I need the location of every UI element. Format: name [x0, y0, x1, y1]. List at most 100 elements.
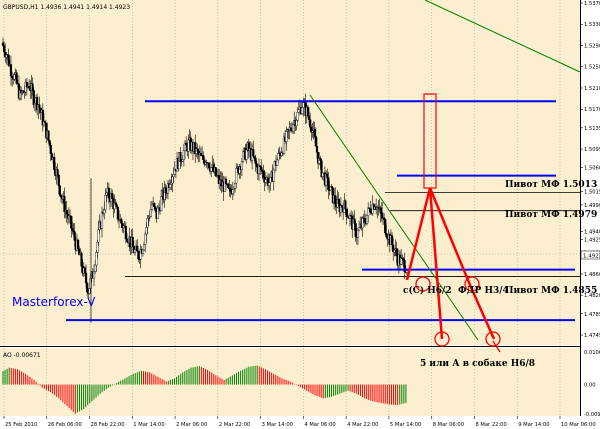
candle-body [76, 239, 80, 249]
price-tick-label: 1.5250 [584, 65, 600, 71]
candle-body [83, 267, 87, 274]
target-label: 5 или А в собаке H6/8 [420, 358, 535, 369]
pivot-label-2: Пивот МФ 1.4979 [505, 210, 597, 220]
time-tick-label: 9 Mar 14:00 [518, 422, 549, 428]
candle-body [353, 218, 356, 224]
candle-body [43, 121, 47, 124]
candle-body [9, 64, 13, 77]
time-tick-label: 4 Mar 22:00 [347, 422, 378, 428]
candle-body [86, 282, 89, 293]
candle-body [365, 215, 369, 224]
candle-body [32, 90, 35, 105]
target-circle-4 [485, 331, 501, 347]
time-axis: 25 Feb 2010 26 Feb 06:00 28 Feb 22:00 1 Mar… [3, 416, 596, 428]
candle-body [185, 142, 188, 146]
candle-body [3, 45, 6, 53]
candle-body [311, 130, 314, 133]
target-circle-2 [464, 276, 480, 292]
candle-body [231, 189, 234, 194]
candle-body [71, 228, 74, 231]
candle-body [13, 74, 16, 80]
price-tick-label: 1.4860 [584, 272, 600, 278]
candle-body [38, 104, 41, 109]
time-tick-label: 3 Mar 14:00 [262, 422, 293, 428]
candle-body [49, 145, 52, 154]
candle-body [142, 244, 146, 251]
pivot-label-3: Пивот МФ 1.4855 [505, 286, 597, 296]
price-tick-label: 1.5015 [584, 190, 600, 196]
time-tick-label: 4 Mar 06:00 [304, 422, 335, 428]
time-tick-label: 25 Feb 2010 [5, 422, 37, 428]
ao-tick-label: 0.00 [584, 383, 596, 389]
candle-body [337, 199, 340, 205]
candle-body [36, 97, 39, 110]
time-tick-label: 28 Feb 22:00 [91, 422, 125, 428]
wave-label-c: c(C) H6/2 [403, 285, 452, 296]
time-tick-label: 2 Mar 06:00 [176, 422, 207, 428]
candle-body [289, 127, 292, 131]
candle-body [319, 158, 322, 161]
price-tick-label: 1.4940 [584, 229, 600, 235]
candle-body [164, 187, 167, 194]
candle-body [107, 187, 110, 199]
candle-body [95, 252, 98, 266]
candle-body [268, 182, 271, 187]
candle-body [47, 130, 50, 141]
time-tick-label: 8 Mar 06:00 [433, 422, 464, 428]
candle-body [229, 188, 232, 192]
horizontal-levels [66, 100, 580, 322]
candle-body [207, 162, 211, 168]
main-panel [0, 0, 580, 345]
candlestick-series [1, 37, 408, 323]
candle-body [245, 149, 248, 160]
candle-body [297, 109, 300, 113]
candle-body [309, 119, 312, 128]
candle-body [379, 207, 382, 214]
candle-body [180, 161, 183, 163]
candle-body [120, 218, 123, 224]
candle-body [70, 215, 73, 229]
candle-body [392, 244, 395, 253]
candle-body [28, 86, 31, 88]
symbol-label: GBPUSD,H1 1.4936 1.4941 1.4914 1.4923 [3, 4, 130, 11]
candle-body [330, 186, 333, 188]
indicator-label: AO -0.00671 [3, 352, 41, 359]
price-tick-label: 1.5170 [584, 107, 600, 113]
price-tick-label: 1.5135 [584, 126, 600, 132]
candle-body [390, 235, 394, 246]
candle-body [369, 208, 372, 213]
candle-body [269, 176, 272, 183]
candle-body [252, 149, 255, 157]
candle-body [111, 193, 114, 199]
candle-body [262, 171, 265, 178]
candle-body [253, 156, 256, 159]
candle-body [327, 177, 330, 191]
candle-body [291, 124, 295, 132]
candle-body [133, 249, 137, 254]
candle-body [144, 233, 147, 245]
candle-body [241, 151, 245, 163]
time-tick-label: 8 Mar 22:00 [475, 422, 506, 428]
candle-body [94, 264, 97, 272]
candle-body [301, 107, 304, 114]
candle-body [182, 150, 185, 160]
candle-body [97, 229, 100, 243]
candle-body [115, 204, 118, 208]
candle-body [255, 163, 258, 167]
candle-body [56, 169, 59, 176]
candle-body [340, 205, 344, 208]
candle-body [139, 249, 142, 260]
candle-body [260, 166, 263, 171]
candle-body [224, 178, 228, 185]
candle-body [31, 83, 34, 91]
pivot-label-1: Пивот МФ 1.5013 [505, 180, 597, 190]
candle-body [53, 156, 56, 170]
candle-body [11, 75, 14, 78]
candle-body [169, 184, 172, 188]
price-tick-label: 1.4745 [584, 333, 600, 339]
candle-body [89, 278, 92, 289]
candle-body [357, 227, 361, 231]
candle-body [100, 211, 104, 229]
candle-body [179, 152, 182, 162]
current-price-label: 1.4923 [583, 254, 600, 260]
